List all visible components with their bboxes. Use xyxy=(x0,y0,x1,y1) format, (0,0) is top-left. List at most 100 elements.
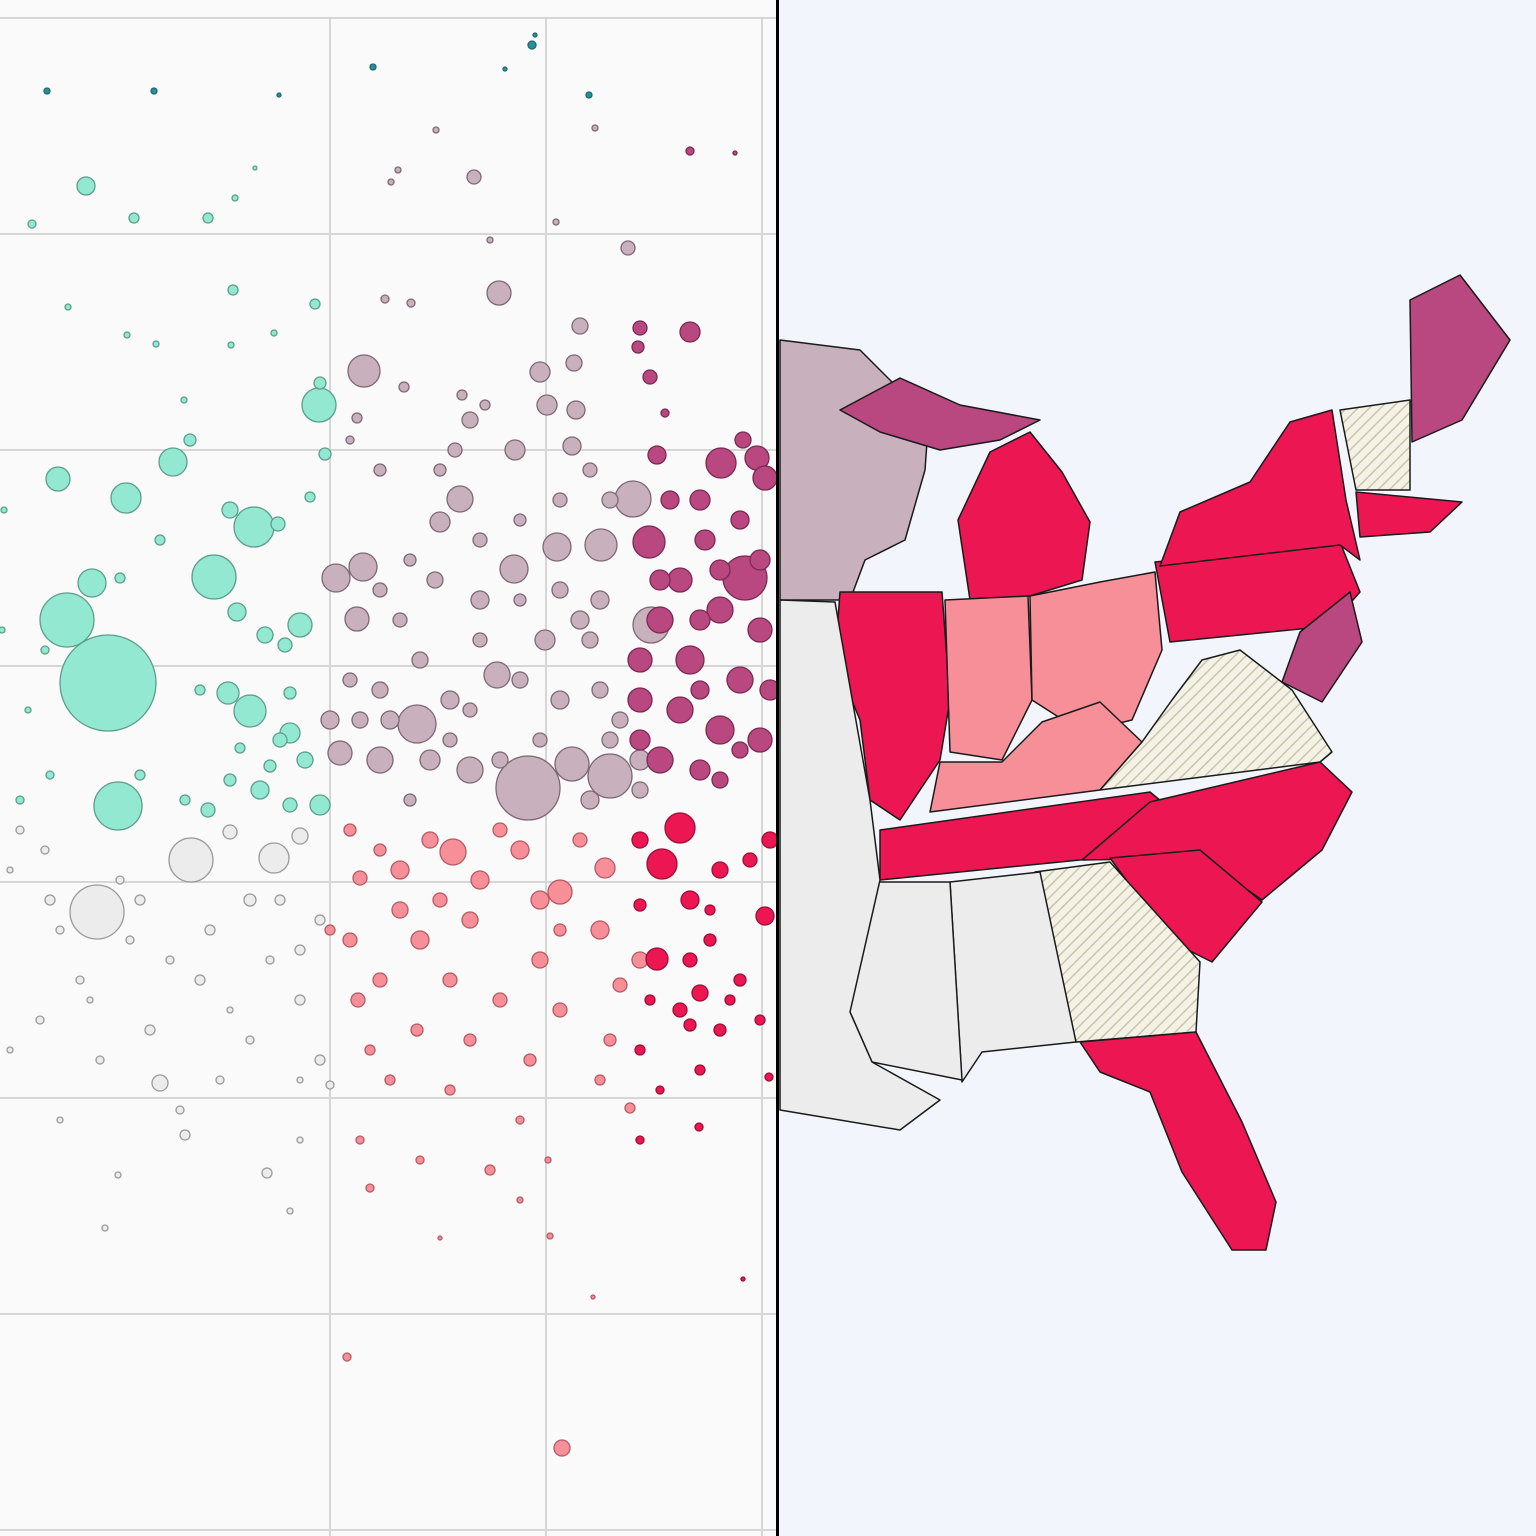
bubble-pink xyxy=(391,901,409,919)
bubble-purple xyxy=(679,321,701,343)
bubble-pink xyxy=(515,1115,525,1125)
bubble-mauve xyxy=(345,435,355,445)
bubble-mauve xyxy=(511,671,529,689)
bubble-pink xyxy=(603,1033,617,1047)
bubble-purple xyxy=(631,340,645,354)
bubble-pink xyxy=(552,1002,568,1018)
bubble-purple xyxy=(666,696,694,724)
bubble-mauve xyxy=(591,124,599,132)
bubble-mauve xyxy=(513,593,527,607)
bubble-pink xyxy=(342,932,358,948)
bubble-teal xyxy=(234,742,246,754)
bubble-red xyxy=(680,890,700,910)
bubble-dark-teal xyxy=(585,91,593,99)
bubble-purple xyxy=(731,741,749,759)
bubble-teal xyxy=(24,706,32,714)
bubble-teal xyxy=(93,781,143,831)
bubble-teal xyxy=(15,795,25,805)
bubble-red xyxy=(644,994,656,1006)
bubble-red xyxy=(646,848,678,880)
bubble-teal xyxy=(45,770,55,780)
bubble-mauve xyxy=(466,169,482,185)
bubble-purple xyxy=(690,680,710,700)
bubble-red xyxy=(694,1122,704,1132)
bubble-light-gray xyxy=(296,1136,304,1144)
bubble-teal xyxy=(283,686,297,700)
bubble-mauve xyxy=(371,681,389,699)
bubble-pink xyxy=(373,843,387,857)
bubble-scatter-chart xyxy=(0,17,776,1536)
bubble-mauve xyxy=(491,751,509,769)
bubble-teal xyxy=(202,212,214,224)
map-region-red xyxy=(1079,1031,1277,1251)
bubble-mauve xyxy=(447,442,463,458)
bubble-mauve xyxy=(342,672,358,688)
bubble-pink xyxy=(612,977,628,993)
bubble-light-gray xyxy=(226,1006,234,1014)
bubble-light-gray xyxy=(56,1116,64,1124)
bubble-light-gray xyxy=(258,842,290,874)
bubble-purple xyxy=(660,490,680,510)
bubble-purple xyxy=(632,525,666,559)
bubble-teal xyxy=(200,802,216,818)
bubble-red xyxy=(672,1002,688,1018)
bubble-mauve xyxy=(552,218,560,226)
bubble-pink xyxy=(365,1183,375,1193)
bubble-mauve xyxy=(456,756,484,784)
bubble-teal xyxy=(227,602,247,622)
bubble-mauve xyxy=(320,710,340,730)
choropleth-map xyxy=(779,0,1536,1536)
bubble-mauve xyxy=(562,436,582,456)
bubble-purple xyxy=(685,146,695,156)
bubble-purple xyxy=(732,150,738,156)
bubble-teal xyxy=(76,176,96,196)
bubble-pink xyxy=(546,1232,554,1240)
bubble-light-gray xyxy=(222,824,238,840)
bubble-mauve xyxy=(486,236,494,244)
bubble-pink xyxy=(547,879,573,905)
bubble-red xyxy=(645,947,669,971)
bubble-teal xyxy=(256,626,274,644)
bubble-teal xyxy=(301,387,337,423)
bubble-mauve xyxy=(347,354,381,388)
bubble-teal xyxy=(0,506,8,514)
bubble-light-gray xyxy=(294,994,306,1006)
bubble-teal xyxy=(180,396,188,404)
bubble-light-gray xyxy=(168,837,214,883)
bubble-pink xyxy=(553,1439,571,1457)
bubble-purple xyxy=(675,645,705,675)
bubble-red xyxy=(631,831,649,849)
bubble-mauve xyxy=(614,480,652,518)
bubble-light-gray xyxy=(144,1024,156,1036)
bubble-red xyxy=(694,1064,706,1076)
map-region-red xyxy=(1355,491,1463,538)
bubble-purple xyxy=(752,465,776,491)
bubble-pink xyxy=(553,923,567,937)
bubble-mauve xyxy=(461,411,479,429)
series-mauve xyxy=(320,124,670,821)
bubble-mauve xyxy=(394,166,402,174)
bubble-red xyxy=(755,906,775,926)
bubble-pink xyxy=(492,992,508,1008)
bubble-dark-teal xyxy=(276,92,282,98)
bubble-pink xyxy=(523,1053,537,1067)
bubble-light-gray xyxy=(291,827,309,845)
bubble-mauve xyxy=(372,582,388,598)
bubble-mauve xyxy=(566,400,586,420)
bubble-teal xyxy=(179,794,191,806)
bubble-mauve xyxy=(479,399,491,411)
bubble-light-gray xyxy=(245,1035,255,1045)
bubble-pink xyxy=(355,1135,365,1145)
bubble-red xyxy=(733,973,747,987)
bubble-purple xyxy=(627,687,653,713)
bubble-teal xyxy=(216,681,240,705)
bubble-mauve xyxy=(472,532,488,548)
bubble-red xyxy=(713,1023,727,1037)
bubble-pink xyxy=(572,832,588,848)
bubble-teal xyxy=(128,212,140,224)
bubble-pink xyxy=(372,972,388,988)
bubble-mauve xyxy=(392,612,408,628)
bubble-pink xyxy=(437,1235,443,1241)
bubble-mauve xyxy=(380,294,390,304)
map-region-purple xyxy=(1281,591,1363,703)
